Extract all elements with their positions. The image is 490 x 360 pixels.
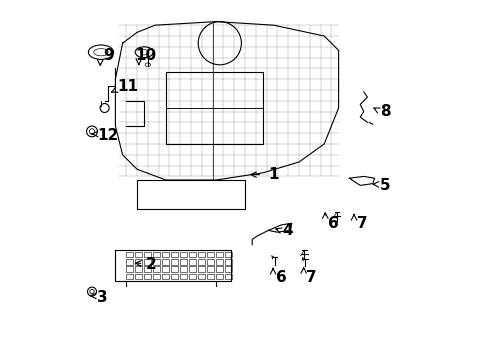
Bar — [180, 274, 187, 279]
Text: 12: 12 — [98, 127, 119, 143]
Bar — [144, 252, 151, 257]
Bar — [198, 274, 205, 279]
Bar — [135, 259, 143, 265]
Text: 6: 6 — [275, 270, 286, 285]
Bar — [126, 266, 133, 272]
Bar — [162, 266, 170, 272]
Text: 7: 7 — [306, 270, 317, 285]
Bar — [144, 274, 151, 279]
Bar — [189, 266, 196, 272]
Bar — [171, 252, 178, 257]
Bar — [216, 266, 223, 272]
Bar — [189, 259, 196, 265]
Text: 5: 5 — [380, 178, 391, 193]
Text: 7: 7 — [357, 216, 367, 231]
Bar — [180, 259, 187, 265]
Bar — [207, 266, 215, 272]
Bar — [198, 252, 205, 257]
Bar — [171, 274, 178, 279]
Bar — [207, 252, 215, 257]
Bar — [225, 266, 232, 272]
Bar — [198, 266, 205, 272]
Bar — [225, 252, 232, 257]
Bar — [171, 259, 178, 265]
Bar — [135, 274, 143, 279]
Bar — [144, 266, 151, 272]
Bar — [207, 274, 215, 279]
Text: 3: 3 — [98, 289, 108, 305]
Bar — [153, 266, 160, 272]
Bar — [207, 259, 215, 265]
Bar — [189, 252, 196, 257]
Text: 2: 2 — [146, 257, 157, 272]
Text: 8: 8 — [380, 104, 391, 119]
Bar — [162, 252, 170, 257]
Bar — [153, 259, 160, 265]
Text: 9: 9 — [103, 48, 113, 63]
Bar — [171, 266, 178, 272]
Bar — [126, 259, 133, 265]
Bar — [216, 274, 223, 279]
Text: 4: 4 — [283, 223, 294, 238]
Bar — [180, 266, 187, 272]
Bar — [225, 274, 232, 279]
Bar — [153, 274, 160, 279]
Text: 1: 1 — [269, 167, 279, 182]
Bar — [216, 259, 223, 265]
Bar — [126, 252, 133, 257]
Text: 11: 11 — [117, 79, 138, 94]
Bar — [162, 274, 170, 279]
Bar — [189, 274, 196, 279]
Bar — [135, 266, 143, 272]
Bar — [153, 252, 160, 257]
Bar — [180, 252, 187, 257]
Bar — [126, 274, 133, 279]
Bar — [135, 252, 143, 257]
Bar — [216, 252, 223, 257]
Bar — [162, 259, 170, 265]
Text: 10: 10 — [135, 48, 156, 63]
Bar — [144, 259, 151, 265]
Bar — [198, 259, 205, 265]
Text: 6: 6 — [328, 216, 339, 231]
Bar — [225, 259, 232, 265]
